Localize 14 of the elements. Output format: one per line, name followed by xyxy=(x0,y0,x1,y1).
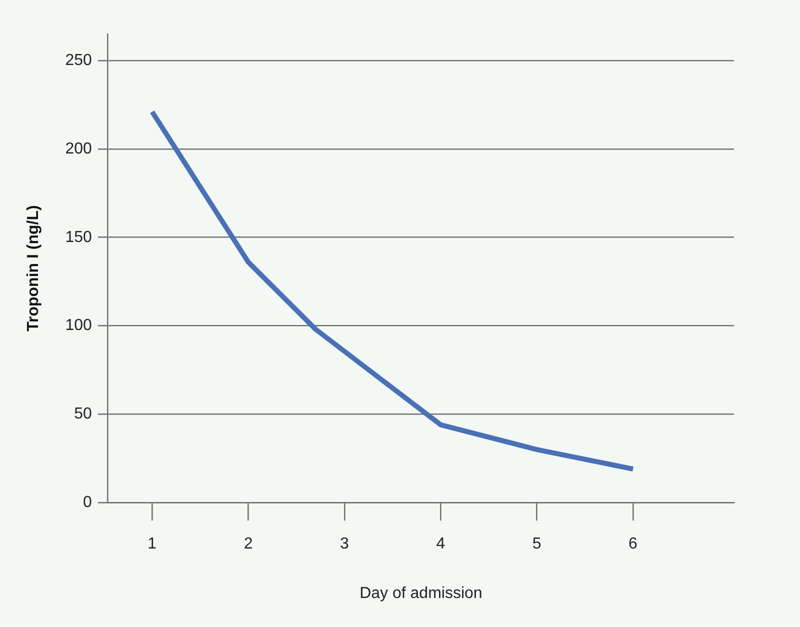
y-axis-title: Troponin I (ng/L) xyxy=(25,205,42,332)
x-tick-label: 2 xyxy=(244,536,253,553)
y-tick-label: 50 xyxy=(74,406,92,423)
y-tick-label: 250 xyxy=(65,52,92,69)
y-tick-label: 150 xyxy=(65,228,92,246)
x-tick-label: 4 xyxy=(436,536,446,553)
y-tick-label: 0 xyxy=(82,494,92,512)
x-axis-title: Day of admission xyxy=(360,584,482,602)
y-tick-label: 200 xyxy=(65,140,92,158)
x-tick-label: 6 xyxy=(628,536,638,553)
x-tick-label: 3 xyxy=(340,536,350,553)
y-tick-label: 100 xyxy=(65,317,92,334)
x-tick-label: 5 xyxy=(532,536,542,553)
x-tick-label: 1 xyxy=(148,536,157,553)
